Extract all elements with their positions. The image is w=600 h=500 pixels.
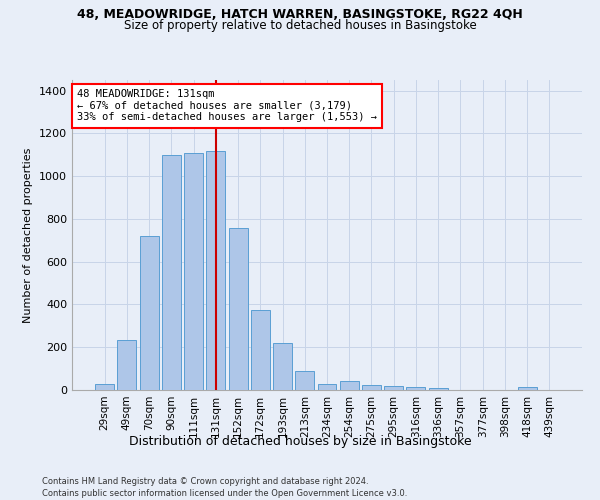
Bar <box>384 386 403 390</box>
Bar <box>140 236 158 390</box>
Bar <box>184 152 203 390</box>
Text: 48, MEADOWRIDGE, HATCH WARREN, BASINGSTOKE, RG22 4QH: 48, MEADOWRIDGE, HATCH WARREN, BASINGSTO… <box>77 8 523 20</box>
Bar <box>206 150 225 390</box>
Bar <box>518 387 536 390</box>
Bar <box>95 384 114 390</box>
Bar <box>295 371 314 390</box>
Bar <box>251 310 270 390</box>
Text: Size of property relative to detached houses in Basingstoke: Size of property relative to detached ho… <box>124 18 476 32</box>
Bar <box>229 228 248 390</box>
Bar <box>406 387 425 390</box>
Bar <box>362 384 381 390</box>
Bar <box>273 343 292 390</box>
Bar <box>429 388 448 390</box>
Bar <box>162 155 181 390</box>
Y-axis label: Number of detached properties: Number of detached properties <box>23 148 34 322</box>
Bar <box>118 340 136 390</box>
Bar <box>317 384 337 390</box>
Text: Distribution of detached houses by size in Basingstoke: Distribution of detached houses by size … <box>128 435 472 448</box>
Bar <box>340 382 359 390</box>
Text: Contains public sector information licensed under the Open Government Licence v3: Contains public sector information licen… <box>42 489 407 498</box>
Text: 48 MEADOWRIDGE: 131sqm
← 67% of detached houses are smaller (3,179)
33% of semi-: 48 MEADOWRIDGE: 131sqm ← 67% of detached… <box>77 90 377 122</box>
Text: Contains HM Land Registry data © Crown copyright and database right 2024.: Contains HM Land Registry data © Crown c… <box>42 478 368 486</box>
